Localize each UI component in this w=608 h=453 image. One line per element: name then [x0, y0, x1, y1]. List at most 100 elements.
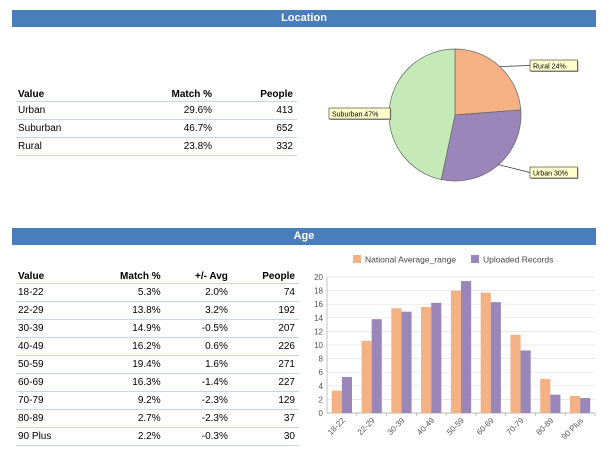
table-cell: 2.0% — [164, 283, 232, 302]
column-header: Match % — [120, 270, 161, 282]
table-header-row: Value Match % +/- Avg People — [16, 269, 299, 284]
bar — [520, 350, 531, 413]
x-tick-label: 40-49 — [415, 416, 436, 437]
legend-swatch — [353, 255, 361, 263]
table-cell: 22-29 — [16, 301, 85, 320]
pie-label-box — [529, 166, 578, 179]
table-row: 22-29 13.8% 3.2% 192 — [16, 301, 299, 320]
bar — [421, 306, 432, 413]
table-cell: Rural — [16, 137, 119, 156]
x-tick-label: 60-69 — [475, 416, 496, 437]
location-header: Location — [12, 10, 596, 27]
table-cell: -1.4% — [164, 373, 232, 392]
x-tick-label: 50-59 — [445, 416, 466, 437]
pie-label-box — [328, 107, 391, 120]
y-tick-label: 4 — [319, 382, 324, 391]
table-cell: 0.6% — [164, 337, 232, 356]
table-cell: 16.2% — [84, 337, 165, 356]
table-cell: 16.3% — [84, 373, 165, 392]
table-row: 40-49 16.2% 0.6% 226 — [16, 337, 299, 356]
table-cell: -0.5% — [164, 319, 232, 338]
age-header: Age — [12, 228, 596, 245]
pie-label: Suburban 47% — [332, 111, 378, 118]
table-cell: -2.3% — [164, 391, 232, 410]
table-row: 90 Plus 2.2% -0.3% 30 — [16, 427, 299, 446]
y-tick-label: 14 — [314, 314, 323, 323]
pie-label: Urban 30% — [533, 170, 568, 177]
table-cell: 30 — [231, 427, 299, 446]
pie-slice — [388, 48, 456, 180]
table-cell: 60-69 — [16, 373, 85, 392]
bar — [461, 281, 472, 413]
table-cell: 652 — [216, 119, 297, 138]
y-tick-label: 0 — [319, 409, 324, 418]
legend-label: Uploaded Records — [483, 255, 553, 265]
table-row: Suburban 46.7% 652 — [16, 119, 297, 138]
table-row: 30-39 14.9% -0.5% 207 — [16, 319, 299, 338]
table-cell: 9.2% — [84, 391, 165, 410]
column-header: Value — [18, 88, 45, 100]
bar — [391, 308, 402, 413]
table-cell: 1.6% — [164, 355, 232, 374]
legend-label: National Average_range — [365, 255, 456, 265]
column-header: Match % — [171, 88, 213, 100]
table-cell: 46.7% — [118, 119, 217, 138]
column-header: People — [262, 270, 295, 282]
table-cell: 332 — [216, 137, 297, 156]
bar — [361, 340, 372, 413]
table-cell: 3.2% — [164, 301, 232, 320]
age-table: Value Match % +/- Avg People 18-22 5.3% 2.… — [16, 269, 299, 446]
table-cell: 80-89 — [16, 409, 85, 428]
table-cell: 413 — [216, 101, 297, 120]
bar — [341, 376, 353, 413]
table-cell: 129 — [231, 391, 299, 410]
pie-slice — [454, 48, 522, 116]
bar — [401, 311, 412, 413]
table-cell: 29.6% — [118, 101, 217, 120]
table-cell: 13.8% — [84, 301, 165, 320]
table-cell: 2.7% — [84, 409, 165, 428]
bar — [550, 394, 561, 413]
x-tick-label: 70-79 — [505, 416, 526, 437]
column-header: +/- Avg — [194, 270, 228, 282]
y-tick-label: 6 — [319, 368, 324, 377]
table-cell: Suburban — [16, 119, 119, 138]
table-row: Rural 23.8% 332 — [16, 137, 297, 156]
column-header: Value — [18, 270, 45, 282]
table-cell: 192 — [231, 301, 299, 320]
y-tick-label: 8 — [319, 355, 324, 364]
y-tick-label: 16 — [314, 300, 323, 309]
table-row: 70-79 9.2% -2.3% 129 — [16, 391, 299, 410]
table-row: 50-59 19.4% 1.6% 271 — [16, 355, 299, 374]
table-cell: 23.8% — [118, 137, 217, 156]
table-row: 18-22 5.3% 2.0% 74 — [16, 283, 299, 302]
bar — [569, 396, 581, 413]
location-pie-chart: Rural 24% Urban 30% Suburban 47% — [328, 48, 579, 182]
table-cell: 5.3% — [84, 283, 165, 302]
table-cell: 2.2% — [84, 427, 165, 446]
table-cell: 30-39 — [16, 319, 85, 338]
bar — [490, 302, 501, 413]
table-row: 80-89 2.7% -2.3% 37 — [16, 409, 299, 428]
pie-label-box — [529, 59, 578, 72]
legend-swatch — [471, 255, 479, 263]
bar — [431, 302, 442, 413]
bar — [331, 390, 342, 413]
y-tick-label: 18 — [314, 287, 323, 296]
table-cell: Urban — [16, 101, 119, 120]
table-cell: 207 — [231, 319, 299, 338]
table-cell: 14.9% — [84, 319, 165, 338]
table-cell: 19.4% — [84, 355, 165, 374]
pie-slice — [440, 109, 522, 182]
table-cell: 37 — [231, 409, 299, 428]
table-cell: 271 — [231, 355, 299, 374]
column-header: People — [260, 88, 293, 100]
table-row: Urban 29.6% 413 — [16, 101, 297, 120]
bar — [480, 292, 491, 413]
bar — [450, 290, 461, 413]
table-cell: 227 — [231, 373, 299, 392]
x-tick-label: 30-39 — [386, 416, 407, 437]
y-tick-label: 20 — [314, 273, 323, 282]
table-cell: 74 — [231, 283, 299, 302]
pie-leader-line — [498, 164, 531, 173]
